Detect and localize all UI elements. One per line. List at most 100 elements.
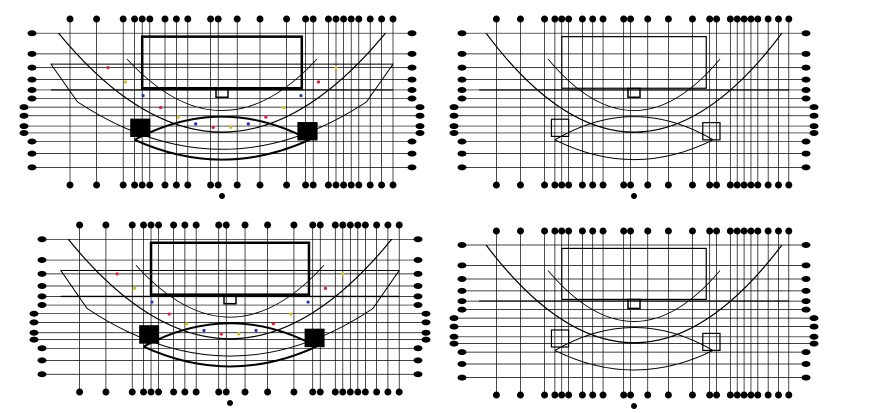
grid-bubble xyxy=(599,181,607,189)
grid-bubble xyxy=(457,276,467,282)
grid-bubble xyxy=(27,86,37,93)
grid-bubble xyxy=(29,319,39,326)
grid-bubble xyxy=(713,391,721,399)
grid-bubble xyxy=(378,15,386,23)
grid-bubble xyxy=(774,181,782,189)
floor-plan-top-left xyxy=(19,15,425,199)
grid-bubble xyxy=(457,262,467,269)
grid-bubble xyxy=(449,129,459,136)
fixture-mark xyxy=(132,286,137,290)
stair-core xyxy=(550,118,570,137)
grid-bubble xyxy=(578,227,586,235)
grid-bubble xyxy=(801,86,811,93)
inner-arc xyxy=(547,58,721,112)
grid-bubble xyxy=(384,221,392,229)
grid-bubble xyxy=(664,181,672,189)
grid-bubble xyxy=(415,123,425,130)
fixture-mark xyxy=(211,125,215,129)
fixture-mark xyxy=(176,115,180,119)
central-void xyxy=(223,293,237,305)
grid-bubble xyxy=(457,242,467,248)
grid-bubble xyxy=(413,345,423,352)
grid-bubble xyxy=(170,221,178,229)
grid-bubble xyxy=(457,138,467,145)
fixture-mark xyxy=(289,312,293,316)
grid-bubble xyxy=(128,221,136,229)
grid-bubble xyxy=(161,181,169,189)
grid-bubble xyxy=(346,221,354,229)
stair-core xyxy=(702,332,721,351)
grid-bubble xyxy=(713,15,721,23)
grid-bubble xyxy=(184,181,192,189)
grid-bubble xyxy=(37,345,47,352)
grid-bubble xyxy=(551,15,559,23)
grid-bubble xyxy=(809,129,819,136)
grid-bubble xyxy=(413,293,423,300)
grid-bubble xyxy=(413,270,423,277)
building-outline xyxy=(561,247,707,300)
grid-bubble xyxy=(706,181,714,189)
grid-bubble xyxy=(541,391,549,399)
grid-bubble xyxy=(19,112,29,119)
grid-bubble xyxy=(627,391,635,399)
grid-bubble xyxy=(551,181,559,189)
grid-bubble xyxy=(233,15,241,23)
grid-bubble xyxy=(413,257,423,264)
grid-bubble xyxy=(407,150,417,157)
grid-bubble xyxy=(407,86,417,93)
grid-bubble xyxy=(19,123,29,130)
grid-bubble xyxy=(340,15,348,23)
grid-bubble xyxy=(541,181,549,189)
grid-bubble xyxy=(415,104,425,111)
grid-bubble xyxy=(551,227,559,235)
grid-bubble xyxy=(733,227,741,235)
grid-bubble xyxy=(747,391,755,399)
grid-bubble xyxy=(754,181,762,189)
grid-bubble xyxy=(764,227,772,235)
grid-bubble xyxy=(809,123,819,130)
grid-bubble xyxy=(93,181,101,189)
grid-bubble xyxy=(774,227,782,235)
grid-bubble xyxy=(801,50,811,57)
grid-bubble xyxy=(102,388,110,396)
grid-bubble xyxy=(664,391,672,399)
grid-bubble xyxy=(801,164,811,171)
grid-bubble xyxy=(801,287,811,294)
grid-bubble xyxy=(27,64,37,71)
grid-bubble xyxy=(37,357,47,364)
grid-bubble xyxy=(309,181,317,189)
grid-bubble xyxy=(407,50,417,57)
north-arrow-icon xyxy=(219,193,225,199)
grid-bubble xyxy=(801,306,811,313)
north-arrow-icon xyxy=(227,400,233,406)
grid-bubble xyxy=(331,221,339,229)
grid-bubble xyxy=(457,50,467,57)
grid-bubble xyxy=(620,391,628,399)
grid-bubble xyxy=(102,221,110,229)
grid-bubble xyxy=(131,181,139,189)
grid-bubble xyxy=(558,227,566,235)
fixture-mark xyxy=(167,312,171,316)
central-void xyxy=(627,87,641,98)
grid-bubble xyxy=(801,262,811,269)
grid-bubble xyxy=(354,221,362,229)
grid-bubble xyxy=(457,95,467,102)
fixture-mark xyxy=(341,272,345,276)
grid-bubble xyxy=(516,181,524,189)
grid-bubble xyxy=(457,164,467,171)
grid-bubble xyxy=(801,276,811,282)
grid-bubble xyxy=(706,227,714,235)
grid-bubble xyxy=(155,388,163,396)
grid-bubble xyxy=(449,323,459,330)
grid-bubble xyxy=(413,302,423,309)
grid-bubble xyxy=(389,181,397,189)
grid-bubble xyxy=(346,388,354,396)
grid-bubble xyxy=(27,76,37,83)
grid-bubble xyxy=(565,181,573,189)
grid-bubble xyxy=(589,181,597,189)
grid-bubble xyxy=(407,64,417,71)
grid-bubble xyxy=(644,391,652,399)
fixture-mark xyxy=(115,272,119,276)
fixture-mark xyxy=(306,300,310,304)
